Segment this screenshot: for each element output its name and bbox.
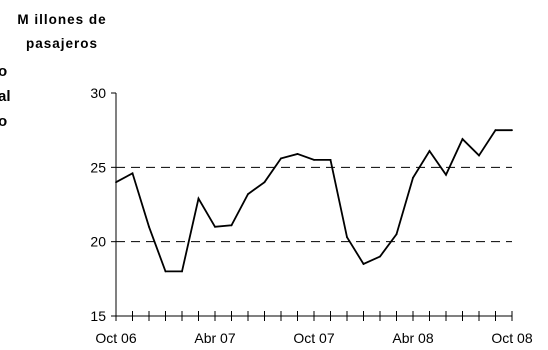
data-point-21 [461,138,464,140]
y-tick-label-30: 30 [90,85,106,101]
data-point-15 [362,263,365,265]
data-point-23 [494,129,497,132]
y-tick-label-15: 15 [90,308,106,324]
data-point-10 [280,157,282,160]
data-point-4 [181,270,183,273]
data-point-1 [131,172,134,175]
data-point-19 [428,150,431,152]
series-line-0 [115,129,512,273]
axes [115,93,512,317]
y-tick-label-25: 25 [90,159,106,175]
x-tick-label-1: Abr 07 [194,330,235,346]
data-point-8 [247,193,249,195]
data-point-3 [164,270,167,273]
y-axis-unit-label-line-1: M illones de [17,12,106,27]
cropped-side-label-2: al [0,88,11,105]
series-layer [115,129,513,273]
data-point-18 [412,176,414,179]
data-point-0 [115,181,117,184]
gridlines [116,166,512,243]
data-point-5 [197,197,200,200]
data-point-17 [395,233,398,236]
x-tick-label-2: Oct 07 [293,330,334,346]
data-point-14 [346,236,348,239]
y-tick-label-20: 20 [90,234,106,250]
data-point-6 [214,225,216,228]
x-tick-label-3: Abr 08 [392,330,433,346]
y-axis-unit-label-line-2: pasajeros [26,36,98,51]
x-tick-label-4: Oct 08 [491,330,532,346]
data-point-20 [445,173,447,176]
x-axis-ticks: Oct 06 Abr 07 Oct 07 Abr 08 Oct 08 [95,311,533,346]
data-point-7 [230,224,233,227]
cropped-side-label-1: o [0,63,7,80]
data-point-2 [148,225,150,228]
data-point-9 [263,181,266,184]
data-point-13 [329,159,332,161]
y-axis-ticks: 15 20 25 30 [90,85,116,324]
cropped-side-label-3: o [0,113,7,130]
data-point-11 [296,153,299,155]
data-point-16 [379,255,381,258]
data-point-22 [478,154,480,157]
x-tick-label-0: Oct 06 [95,330,136,346]
data-point-24 [511,129,513,132]
data-point-12 [313,159,315,161]
